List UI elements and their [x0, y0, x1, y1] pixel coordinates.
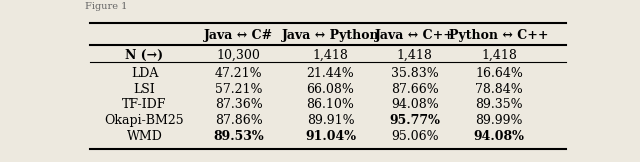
Text: Python ↔ C++: Python ↔ C++ [449, 29, 549, 42]
Text: Java ↔ C++: Java ↔ C++ [375, 29, 455, 42]
Text: 94.08%: 94.08% [474, 130, 525, 143]
Text: LSI: LSI [134, 83, 156, 96]
Text: 35.83%: 35.83% [391, 67, 438, 80]
Text: 1,418: 1,418 [481, 49, 517, 62]
Text: 89.53%: 89.53% [213, 130, 264, 143]
Text: N (→): N (→) [125, 49, 164, 62]
Text: 94.08%: 94.08% [391, 98, 438, 111]
Text: Figure 1: Figure 1 [85, 2, 127, 12]
Text: TF-IDF: TF-IDF [122, 98, 166, 111]
Text: 89.91%: 89.91% [307, 114, 355, 127]
Text: 66.08%: 66.08% [307, 83, 355, 96]
Text: WMD: WMD [127, 130, 163, 143]
Text: 1,418: 1,418 [397, 49, 433, 62]
Text: 86.10%: 86.10% [307, 98, 355, 111]
Text: Okapi-BM25: Okapi-BM25 [105, 114, 184, 127]
Text: 87.36%: 87.36% [215, 98, 262, 111]
Text: 16.64%: 16.64% [475, 67, 523, 80]
Text: 89.35%: 89.35% [476, 98, 523, 111]
Text: 87.86%: 87.86% [215, 114, 262, 127]
Text: 21.44%: 21.44% [307, 67, 355, 80]
Text: LDA: LDA [131, 67, 158, 80]
Text: 1,418: 1,418 [312, 49, 348, 62]
Text: 95.77%: 95.77% [389, 114, 440, 127]
Text: Java ↔ Python: Java ↔ Python [282, 29, 380, 42]
Text: Java ↔ C#: Java ↔ C# [204, 29, 273, 42]
Text: 10,300: 10,300 [217, 49, 260, 62]
Text: 57.21%: 57.21% [215, 83, 262, 96]
Text: 78.84%: 78.84% [476, 83, 523, 96]
Text: 95.06%: 95.06% [391, 130, 438, 143]
Text: 87.66%: 87.66% [391, 83, 438, 96]
Text: 47.21%: 47.21% [215, 67, 262, 80]
Text: 89.99%: 89.99% [476, 114, 523, 127]
Text: 91.04%: 91.04% [305, 130, 356, 143]
